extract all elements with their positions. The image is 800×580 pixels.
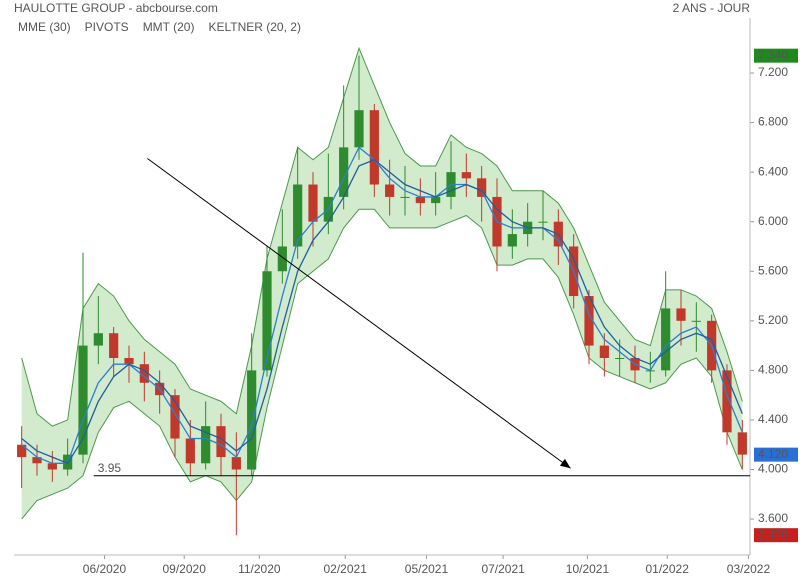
- x-tick-label: 07/2021: [481, 562, 525, 576]
- y-tick-label: 4.800: [758, 363, 788, 377]
- x-tick-label: 05/2021: [405, 562, 449, 576]
- support-label: 3.95: [98, 461, 122, 475]
- candle-body: [47, 463, 57, 470]
- x-tick-label: 11/2020: [238, 562, 281, 576]
- keltner-lower: [21, 208, 743, 520]
- candle-body: [369, 110, 379, 185]
- candle-body: [308, 184, 318, 222]
- candle-body: [354, 110, 364, 148]
- moving-average: [21, 146, 743, 464]
- candle-body: [17, 444, 27, 458]
- y-tick-label: 7.200: [758, 65, 788, 79]
- candle-body: [584, 296, 594, 346]
- candle-body: [385, 184, 395, 197]
- trend-line: [147, 158, 571, 469]
- y-tick-label: 5.200: [758, 313, 788, 327]
- x-tick-label: 09/2020: [163, 562, 207, 576]
- candle-body: [415, 196, 425, 204]
- x-tick-label: 10/2021: [566, 562, 610, 576]
- y-tick-label: 4.400: [758, 412, 788, 426]
- candle-body: [431, 196, 441, 204]
- candle-body: [262, 271, 272, 371]
- y-tick-label: 6.800: [758, 115, 788, 129]
- legend-entry: PIVOTS: [85, 20, 129, 34]
- x-tick-label: 02/2021: [324, 562, 368, 576]
- price-tag-label: 7.340: [758, 48, 788, 62]
- candle-body: [737, 432, 747, 455]
- candle-body: [170, 395, 180, 439]
- candle-body: [185, 438, 195, 464]
- candle-body: [599, 345, 609, 358]
- candle-body: [661, 308, 671, 371]
- price-tag: [754, 48, 798, 63]
- y-tick-label: 3.600: [758, 511, 788, 525]
- trend-arrowhead: [559, 458, 571, 469]
- y-tick-label: 4.000: [758, 462, 788, 476]
- candle-body: [477, 178, 487, 197]
- candle-body: [400, 196, 410, 198]
- x-tick-label: 01/2022: [646, 562, 690, 576]
- candle-body: [691, 320, 701, 322]
- price-tag: [754, 528, 798, 543]
- price-tag-label: 4.120: [758, 447, 788, 461]
- keltner-fill: [21, 48, 743, 520]
- candle-body: [109, 333, 119, 358]
- price-tag-label: 3.470: [758, 527, 788, 541]
- y-tick-label: 5.600: [758, 263, 788, 277]
- keltner-upper: [21, 46, 743, 427]
- candle-body: [615, 357, 625, 359]
- legend-entry: MME (30): [18, 20, 71, 34]
- candle-body: [722, 370, 732, 433]
- legend-entry: MMT (20): [143, 20, 195, 34]
- candle-body: [216, 426, 226, 458]
- candle-body: [93, 333, 103, 346]
- candle-body: [676, 308, 686, 321]
- price-tag: [754, 447, 798, 462]
- candle-body: [231, 457, 241, 470]
- candle-body: [277, 246, 287, 272]
- candle-body: [32, 457, 42, 464]
- x-tick-label: 03/2022: [727, 562, 771, 576]
- candle-body: [78, 345, 88, 455]
- candle-body: [139, 364, 149, 383]
- moving-average: [21, 159, 743, 465]
- chart-title: HAULOTTE GROUP - abcbourse.com: [14, 1, 218, 15]
- candle-body: [507, 234, 517, 247]
- x-tick-label: 06/2020: [83, 562, 127, 576]
- y-tick-label: 6.000: [758, 214, 788, 228]
- legend-entry: KELTNER (20, 2): [208, 20, 300, 34]
- candle-body: [538, 221, 548, 223]
- candle-body: [247, 370, 257, 470]
- candle-body: [201, 426, 211, 464]
- candle-body: [124, 357, 134, 365]
- candle-body: [461, 172, 471, 179]
- y-tick-label: 6.400: [758, 164, 788, 178]
- candle-body: [339, 147, 349, 197]
- period-label: 2 ANS - JOUR: [673, 1, 751, 15]
- candle-body: [293, 184, 303, 247]
